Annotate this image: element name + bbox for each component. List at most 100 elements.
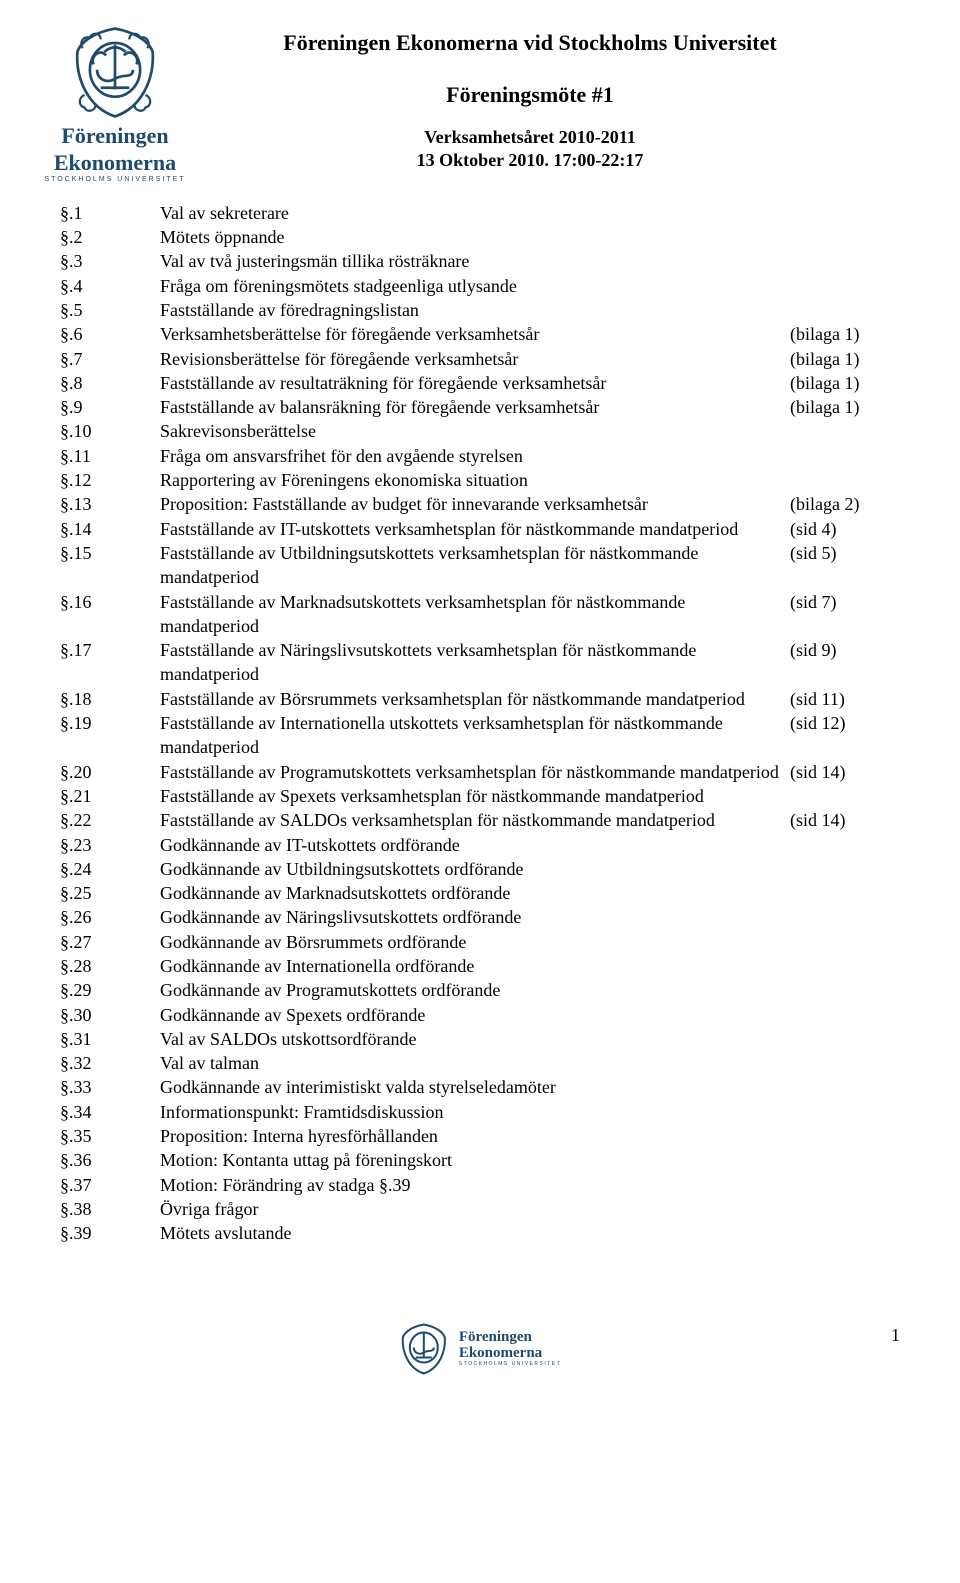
agenda-item-text: Fastställande av IT-utskottets verksamhe… bbox=[160, 517, 790, 541]
agenda-row: §.33Godkännande av interimistiskt valda … bbox=[60, 1075, 900, 1099]
agenda-item-text: Val av talman bbox=[160, 1051, 790, 1075]
agenda-row: §.27Godkännande av Börsrummets ordförand… bbox=[60, 930, 900, 954]
org-logo-block: Föreningen Ekonomerna STOCKHOLMS UNIVERS… bbox=[35, 25, 195, 183]
agenda-row: §.37Motion: Förändring av stadga §.39 bbox=[60, 1173, 900, 1197]
agenda-item-number: §.31 bbox=[60, 1027, 160, 1051]
agenda-item-text: Fastställande av Börsrummets verksamhets… bbox=[160, 687, 790, 711]
agenda-item-text: Fastställande av Spexets verksamhetsplan… bbox=[160, 784, 790, 808]
agenda-row: §.12Rapportering av Föreningens ekonomis… bbox=[60, 468, 900, 492]
agenda-item-reference: (sid 11) bbox=[790, 687, 900, 711]
agenda-row: §.11Fråga om ansvarsfrihet för den avgåe… bbox=[60, 444, 900, 468]
agenda-item-number: §.4 bbox=[60, 274, 160, 298]
agenda-item-reference: (sid 14) bbox=[790, 760, 900, 784]
agenda-item-number: §.37 bbox=[60, 1173, 160, 1197]
agenda-item-number: §.1 bbox=[60, 201, 160, 225]
agenda-item-text: Val av SALDOs utskottsordförande bbox=[160, 1027, 790, 1051]
agenda-item-number: §.9 bbox=[60, 395, 160, 419]
agenda-row: §.25Godkännande av Marknadsutskottets or… bbox=[60, 881, 900, 905]
org-name-line2: Ekonomerna bbox=[35, 151, 195, 174]
agenda-row: §.14Fastställande av IT-utskottets verks… bbox=[60, 517, 900, 541]
agenda-item-number: §.26 bbox=[60, 905, 160, 929]
agenda-item-reference: (bilaga 1) bbox=[790, 395, 900, 419]
org-crest-icon bbox=[399, 1322, 449, 1376]
agenda-item-text: Verksamhetsberättelse för föregående ver… bbox=[160, 322, 790, 346]
agenda-row: §.6Verksamhetsberättelse för föregående … bbox=[60, 322, 900, 346]
agenda-item-number: §.5 bbox=[60, 298, 160, 322]
agenda-row: §.26Godkännande av Näringslivsutskottets… bbox=[60, 905, 900, 929]
agenda-row: §.24Godkännande av Utbildningsutskottets… bbox=[60, 857, 900, 881]
agenda-item-reference: (sid 9) bbox=[790, 638, 900, 662]
agenda-row: §.21Fastställande av Spexets verksamhets… bbox=[60, 784, 900, 808]
agenda-item-number: §.17 bbox=[60, 638, 160, 662]
agenda-row: §.5Fastställande av föredragningslistan bbox=[60, 298, 900, 322]
agenda-item-number: §.23 bbox=[60, 833, 160, 857]
agenda-row: §.4Fråga om föreningsmötets stadgeenliga… bbox=[60, 274, 900, 298]
agenda-item-text: Godkännande av Utbildningsutskottets ord… bbox=[160, 857, 790, 881]
agenda-item-text: Godkännande av IT-utskottets ordförande bbox=[160, 833, 790, 857]
agenda-item-number: §.20 bbox=[60, 760, 160, 784]
document-page: Föreningen Ekonomerna STOCKHOLMS UNIVERS… bbox=[0, 0, 960, 1416]
agenda-item-text: Godkännande av Marknadsutskottets ordför… bbox=[160, 881, 790, 905]
footer-org-line2: Ekonomerna bbox=[459, 1346, 561, 1362]
agenda-item-number: §.25 bbox=[60, 881, 160, 905]
agenda-item-number: §.16 bbox=[60, 590, 160, 614]
agenda-item-reference: (bilaga 2) bbox=[790, 492, 900, 516]
agenda-item-text: Fastställande av föredragningslistan bbox=[160, 298, 790, 322]
agenda-item-reference: (sid 14) bbox=[790, 808, 900, 832]
agenda-item-number: §.33 bbox=[60, 1075, 160, 1099]
agenda-row: §.20Fastställande av Programutskottets v… bbox=[60, 760, 900, 784]
agenda-item-text: Mötets öppnande bbox=[160, 225, 790, 249]
agenda-item-number: §.38 bbox=[60, 1197, 160, 1221]
document-header: Föreningen Ekonomerna vid Stockholms Uni… bbox=[160, 30, 900, 173]
agenda-item-text: Fråga om ansvarsfrihet för den avgående … bbox=[160, 444, 790, 468]
agenda-item-number: §.2 bbox=[60, 225, 160, 249]
agenda-row: §.28Godkännande av Internationella ordfö… bbox=[60, 954, 900, 978]
agenda-row: §.23Godkännande av IT-utskottets ordföra… bbox=[60, 833, 900, 857]
agenda-item-text: Fastställande av Näringslivsutskottets v… bbox=[160, 638, 790, 687]
agenda-row: §.3Val av två justeringsmän tillika röst… bbox=[60, 249, 900, 273]
agenda-row: §.29Godkännande av Programutskottets ord… bbox=[60, 978, 900, 1002]
agenda-item-number: §.15 bbox=[60, 541, 160, 565]
footer-org-line1: Föreningen bbox=[459, 1330, 561, 1346]
agenda-item-text: Fastställande av resultaträkning för för… bbox=[160, 371, 790, 395]
org-subtitle: STOCKHOLMS UNIVERSITET bbox=[35, 176, 195, 183]
agenda-row: §.39Mötets avslutande bbox=[60, 1221, 900, 1245]
agenda-item-text: Motion: Kontanta uttag på föreningskort bbox=[160, 1148, 790, 1172]
agenda-item-number: §.30 bbox=[60, 1003, 160, 1027]
agenda-row: §.38Övriga frågor bbox=[60, 1197, 900, 1221]
agenda-row: §.7Revisionsberättelse för föregående ve… bbox=[60, 347, 900, 371]
page-footer: Föreningen Ekonomerna STOCKHOLMS UNIVERS… bbox=[60, 1286, 900, 1376]
agenda-item-number: §.29 bbox=[60, 978, 160, 1002]
agenda-item-text: Fråga om föreningsmötets stadgeenliga ut… bbox=[160, 274, 790, 298]
agenda-item-text: Fastställande av balansräkning för föreg… bbox=[160, 395, 790, 419]
org-name-line1: Föreningen bbox=[35, 124, 195, 147]
page-number: 1 bbox=[891, 1325, 900, 1346]
agenda-row: §.31Val av SALDOs utskottsordförande bbox=[60, 1027, 900, 1051]
header-meta-line1: Verksamhetsåret 2010-2011 bbox=[160, 126, 900, 149]
agenda-item-number: §.13 bbox=[60, 492, 160, 516]
agenda-item-number: §.32 bbox=[60, 1051, 160, 1075]
agenda-row: §.32Val av talman bbox=[60, 1051, 900, 1075]
agenda-item-number: §.24 bbox=[60, 857, 160, 881]
agenda-item-text: Fastställande av SALDOs verksamhetsplan … bbox=[160, 808, 790, 832]
agenda-row: §.10Sakrevisonsberättelse bbox=[60, 419, 900, 443]
agenda-item-text: Sakrevisonsberättelse bbox=[160, 419, 790, 443]
agenda-item-reference: (bilaga 1) bbox=[790, 347, 900, 371]
header-title: Föreningen Ekonomerna vid Stockholms Uni… bbox=[160, 30, 900, 56]
agenda-item-text: Godkännande av Näringslivsutskottets ord… bbox=[160, 905, 790, 929]
agenda-item-text: Fastställande av Marknadsutskottets verk… bbox=[160, 590, 790, 639]
agenda-item-text: Godkännande av Börsrummets ordförande bbox=[160, 930, 790, 954]
agenda-item-text: Rapportering av Föreningens ekonomiska s… bbox=[160, 468, 790, 492]
agenda-row: §.2Mötets öppnande bbox=[60, 225, 900, 249]
agenda-item-reference: (bilaga 1) bbox=[790, 322, 900, 346]
agenda-row: §.35Proposition: Interna hyresförhålland… bbox=[60, 1124, 900, 1148]
agenda-item-text: Revisionsberättelse för föregående verks… bbox=[160, 347, 790, 371]
agenda-row: §.17Fastställande av Näringslivsutskotte… bbox=[60, 638, 900, 687]
agenda-item-text: Val av sekreterare bbox=[160, 201, 790, 225]
agenda-item-number: §.22 bbox=[60, 808, 160, 832]
agenda-item-text: Fastställande av Programutskottets verks… bbox=[160, 760, 790, 784]
header-meta-line2: 13 Oktober 2010. 17:00-22:17 bbox=[160, 149, 900, 172]
agenda-item-text: Proposition: Fastställande av budget för… bbox=[160, 492, 790, 516]
agenda-item-number: §.19 bbox=[60, 711, 160, 735]
agenda-item-number: §.14 bbox=[60, 517, 160, 541]
